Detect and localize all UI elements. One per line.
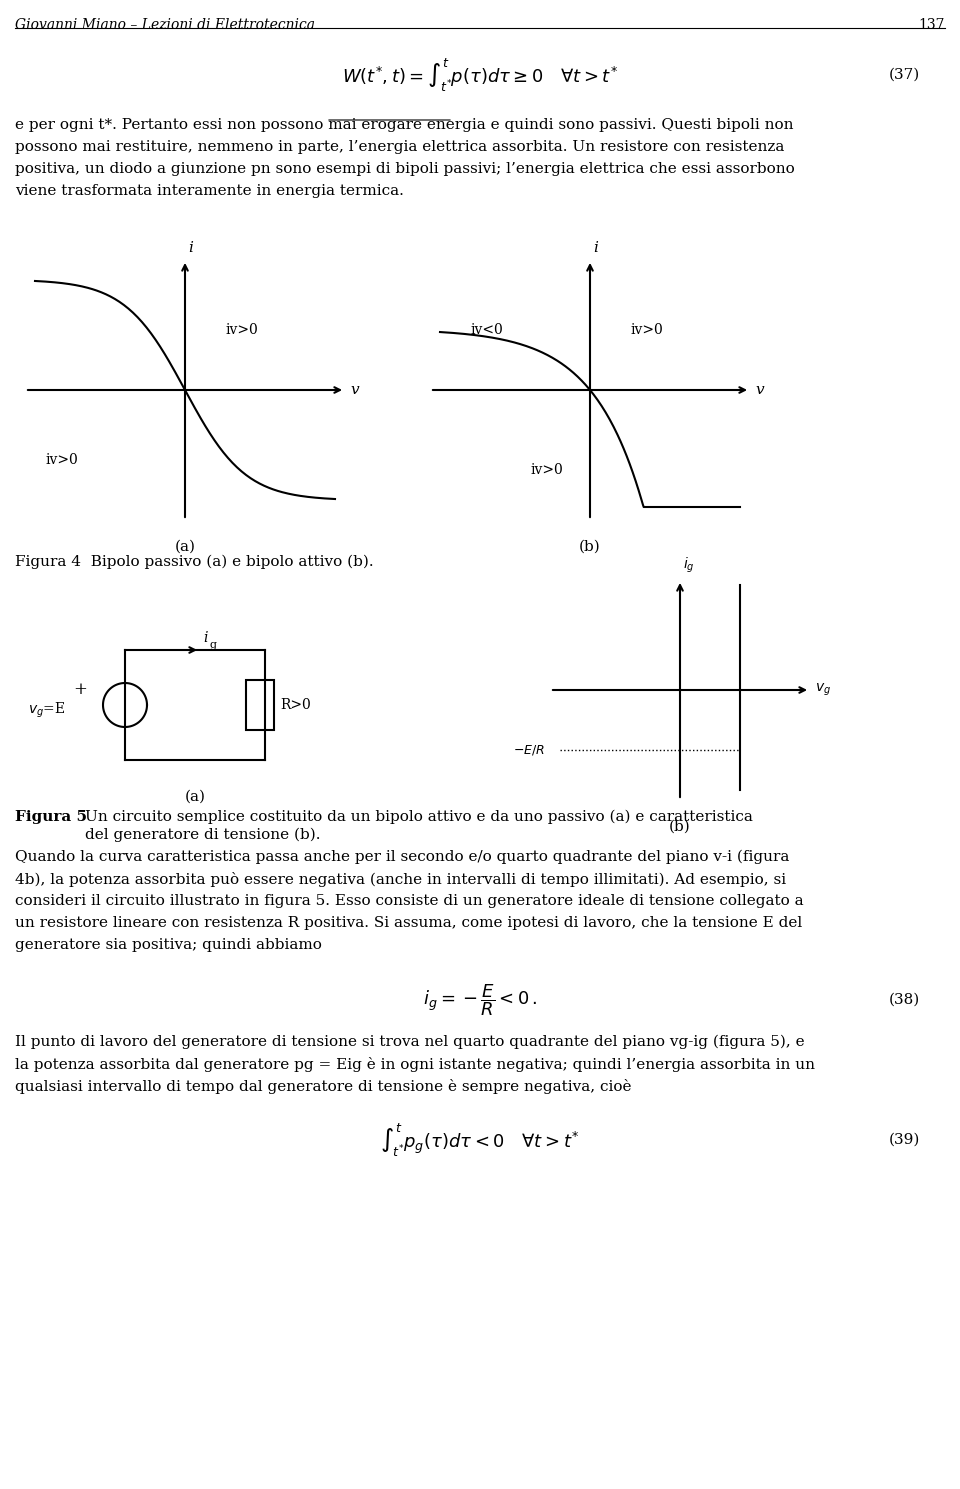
Text: Figura 5: Figura 5 — [15, 810, 87, 823]
Bar — [246, 680, 274, 730]
Text: Un circuito semplice costituito da un bipolo attivo e da uno passivo (a) e carat: Un circuito semplice costituito da un bi… — [85, 810, 753, 825]
Text: consideri il circuito illustrato in figura 5. Esso consiste di un generatore ide: consideri il circuito illustrato in figu… — [15, 893, 804, 908]
Text: 4b), la potenza assorbita può essere negativa (anche in intervalli di tempo illi: 4b), la potenza assorbita può essere neg… — [15, 873, 786, 887]
Text: la potenza assorbita dal generatore pg = Eig è in ogni istante negativa; quindi : la potenza assorbita dal generatore pg =… — [15, 1057, 815, 1072]
Text: iv>0: iv>0 — [45, 453, 78, 468]
Text: Quando la curva caratteristica passa anche per il secondo e/o quarto quadrante d: Quando la curva caratteristica passa anc… — [15, 850, 789, 865]
Text: viene trasformata interamente in energia termica.: viene trasformata interamente in energia… — [15, 185, 404, 198]
Text: Giovanni Miano – Lezioni di Elettrotecnica: Giovanni Miano – Lezioni di Elettrotecni… — [15, 18, 315, 31]
Text: iv>0: iv>0 — [630, 323, 662, 337]
Text: qualsiasi intervallo di tempo dal generatore di tensione è sempre negativa, cioè: qualsiasi intervallo di tempo dal genera… — [15, 1080, 632, 1094]
Text: (a): (a) — [175, 541, 196, 554]
Text: iv>0: iv>0 — [530, 463, 563, 476]
Text: generatore sia positiva; quindi abbiamo: generatore sia positiva; quindi abbiamo — [15, 938, 322, 951]
Text: positiva, un diodo a giunzione pn sono esempi di bipoli passivi; l’energia elett: positiva, un diodo a giunzione pn sono e… — [15, 162, 795, 176]
Text: un resistore lineare con resistenza R positiva. Si assuma, come ipotesi di lavor: un resistore lineare con resistenza R po… — [15, 916, 803, 931]
Text: $i_g = -\dfrac{E}{R} < 0\,.$: $i_g = -\dfrac{E}{R} < 0\,.$ — [422, 983, 538, 1018]
Text: (b): (b) — [669, 820, 691, 834]
Text: v: v — [350, 383, 359, 398]
Text: $v_g$=E: $v_g$=E — [28, 700, 65, 719]
Text: (37): (37) — [889, 68, 920, 82]
Text: R>0: R>0 — [280, 698, 311, 712]
Text: v: v — [755, 383, 763, 398]
Text: (39): (39) — [889, 1133, 920, 1147]
Text: (38): (38) — [889, 993, 920, 1007]
Text: $i_g$: $i_g$ — [683, 555, 695, 575]
Text: possono mai restituire, nemmeno in parte, l’energia elettrica assorbita. Un resi: possono mai restituire, nemmeno in parte… — [15, 140, 784, 153]
Text: Il punto di lavoro del generatore di tensione si trova nel quarto quadrante del : Il punto di lavoro del generatore di ten… — [15, 1035, 804, 1050]
Text: (a): (a) — [184, 791, 205, 804]
Text: g: g — [209, 640, 216, 651]
Text: i: i — [593, 241, 598, 255]
Text: i: i — [188, 241, 193, 255]
Text: Figura 4  Bipolo passivo (a) e bipolo attivo (b).: Figura 4 Bipolo passivo (a) e bipolo att… — [15, 555, 373, 569]
Text: $v_g$: $v_g$ — [815, 682, 831, 698]
Text: e per ogni t*. Pertanto essi non possono mai erogare energia e quindi sono passi: e per ogni t*. Pertanto essi non possono… — [15, 118, 794, 133]
Text: del generatore di tensione (b).: del generatore di tensione (b). — [85, 828, 321, 843]
Text: 137: 137 — [919, 18, 945, 31]
Text: iv>0: iv>0 — [225, 323, 257, 337]
Text: i: i — [203, 631, 207, 645]
Text: +: + — [73, 682, 87, 698]
Text: (b): (b) — [579, 541, 601, 554]
Text: $-E/R$: $-E/R$ — [514, 743, 545, 756]
Text: $\int_{t^{*}}^{t} p_g(\tau)d\tau < 0 \quad \forall t > t^{*}$: $\int_{t^{*}}^{t} p_g(\tau)d\tau < 0 \qu… — [380, 1121, 580, 1158]
Text: iv<0: iv<0 — [470, 323, 503, 337]
Text: $W(t^{*}, t) = \int_{t^{*}}^{t} p(\tau)d\tau \geq 0 \quad \forall t > t^{*}$: $W(t^{*}, t) = \int_{t^{*}}^{t} p(\tau)d… — [342, 57, 618, 94]
